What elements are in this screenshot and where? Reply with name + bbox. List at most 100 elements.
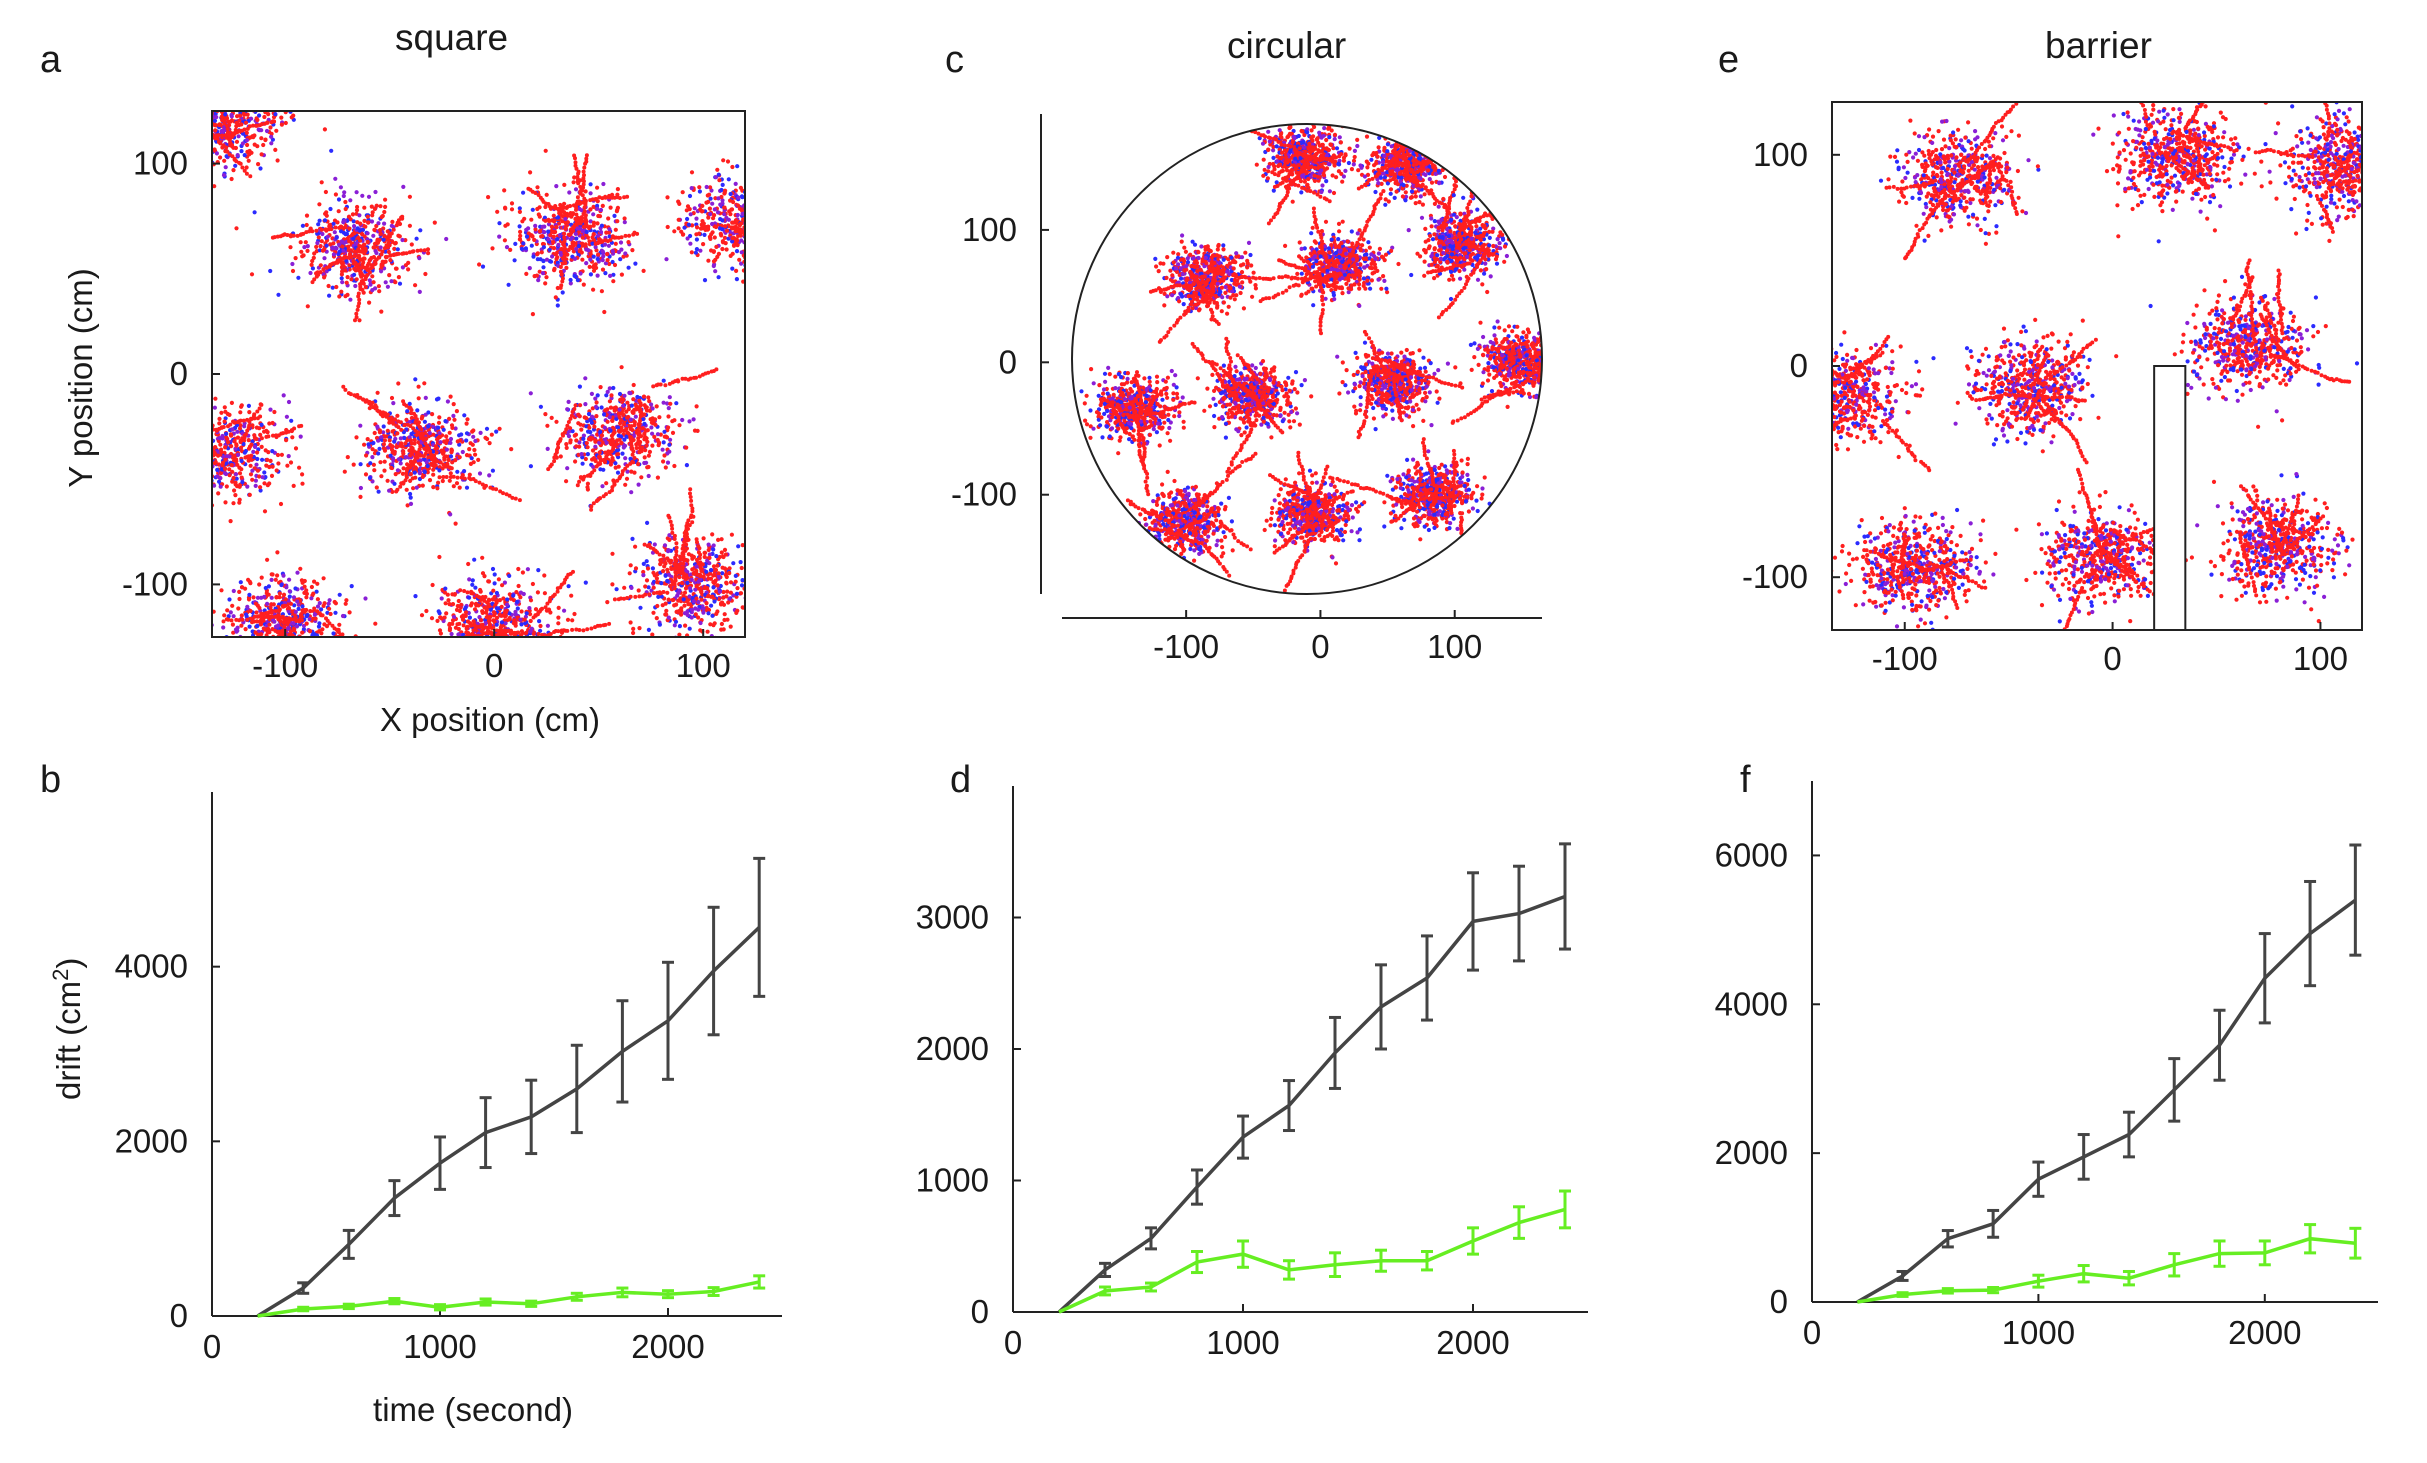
y-tick-label-a: 100 — [133, 145, 188, 182]
cluster-e-7 — [2014, 467, 2214, 630]
error-bar-green-f — [2168, 1252, 2181, 1278]
error-bar-dark-f — [2168, 1057, 2181, 1123]
error-bar-green-b — [616, 1286, 629, 1299]
error-bar-green-d — [1283, 1259, 1295, 1281]
error-bar-green-f — [1896, 1291, 1909, 1298]
error-bar-dark-d — [1099, 1261, 1111, 1278]
y-axis-label-position: Y position (cm) — [62, 268, 99, 487]
panel-letter-a: a — [40, 39, 62, 81]
error-bar-green-b — [525, 1299, 538, 1308]
y-tick-label-c: 0 — [999, 343, 1017, 380]
error-bar-green-f — [2304, 1223, 2317, 1255]
scatter-points-a — [212, 111, 745, 637]
error-bar-dark-f — [2349, 843, 2362, 957]
y-tick-label-a: -100 — [122, 565, 188, 602]
series-line-dark-f — [1856, 898, 2357, 1304]
x-tick-label-f: 1000 — [2002, 1314, 2075, 1351]
error-bar-green-f — [1941, 1287, 1954, 1295]
error-bar-dark-b — [434, 1135, 446, 1191]
error-bar-dark-b — [388, 1179, 401, 1218]
cluster-a-9 — [605, 487, 745, 637]
cluster-c-7 — [1450, 319, 1542, 425]
error-bar-dark-b — [616, 999, 629, 1104]
cluster-a-4 — [212, 393, 305, 555]
error-bar-green-d — [1513, 1205, 1525, 1240]
x-tick-label-c: 100 — [1427, 628, 1482, 665]
cluster-e-1 — [2091, 102, 2268, 244]
x-tick-label-c: 0 — [1311, 628, 1329, 665]
x-tick-label-c: -100 — [1153, 628, 1219, 665]
error-bar-green-d — [1559, 1189, 1571, 1230]
error-bar-dark-d — [1283, 1079, 1295, 1133]
x-axis-label-position: X position (cm) — [380, 701, 600, 738]
error-bar-green-b — [434, 1303, 446, 1312]
series-line-green-b — [257, 1280, 760, 1318]
cluster-e-0 — [1878, 102, 2041, 261]
series-line-green-d — [1058, 1207, 1566, 1314]
y-tick-label-d: 1000 — [916, 1162, 989, 1199]
error-bar-green-b — [297, 1305, 310, 1313]
x-tick-label-d: 1000 — [1206, 1324, 1279, 1361]
error-bar-green-f — [2349, 1226, 2362, 1260]
error-bar-dark-d — [1191, 1168, 1203, 1206]
panel-title-circular: circular — [1227, 25, 1346, 66]
error-bar-green-d — [1145, 1281, 1157, 1293]
error-bar-dark-f — [1896, 1269, 1909, 1282]
error-bar-dark-b — [707, 905, 720, 1037]
y-tick-label-f: 2000 — [1715, 1134, 1788, 1171]
panel-title-square: square — [395, 17, 508, 58]
x-tick-label-e: 0 — [2103, 640, 2121, 677]
error-bar-green-d — [1191, 1250, 1203, 1275]
error-bar-green-d — [1467, 1226, 1479, 1256]
cluster-a-5 — [641, 158, 745, 284]
error-bar-dark-d — [1559, 842, 1571, 951]
cluster-c-5 — [1162, 336, 1314, 474]
line-chart-d: 0 1000 2000 0 1000 2000 3000 — [916, 786, 1588, 1361]
error-bar-dark-f — [2077, 1133, 2090, 1181]
cluster-c-3 — [1406, 156, 1523, 320]
error-bar-dark-d — [1237, 1114, 1249, 1160]
error-bar-dark-f — [1987, 1208, 2000, 1239]
y-tick-label-f: 0 — [1770, 1283, 1788, 1320]
cluster-e-8 — [2195, 472, 2355, 630]
cluster-c-9 — [1262, 450, 1387, 593]
error-bar-dark-b — [297, 1281, 310, 1295]
scatter-points-c — [1079, 124, 1542, 593]
cluster-c-6 — [1335, 329, 1465, 440]
x-tick-label-d: 0 — [1004, 1324, 1022, 1361]
y-tick-label-f: 6000 — [1715, 836, 1788, 873]
error-bar-dark-f — [2032, 1160, 2045, 1198]
error-bar-green-d — [1375, 1248, 1387, 1273]
panel-title-barrier: barrier — [2045, 25, 2152, 66]
panel-letter-f: f — [1740, 759, 1751, 801]
error-bar-dark-f — [2304, 879, 2317, 988]
y-tick-label-d: 2000 — [916, 1030, 989, 1067]
cluster-a-8 — [212, 557, 378, 637]
error-bar-dark-d — [1467, 871, 1479, 972]
x-tick-label-b: 0 — [203, 1328, 221, 1365]
cluster-e-2 — [2252, 102, 2362, 243]
error-bar-dark-b — [525, 1078, 538, 1156]
error-bar-green-d — [1099, 1285, 1111, 1297]
cluster-a-0 — [234, 176, 449, 323]
error-bar-green-d — [1421, 1250, 1433, 1272]
error-bar-dark-d — [1145, 1226, 1157, 1251]
line-chart-f: 0 1000 2000 0 2000 4000 6000 — [1715, 781, 2378, 1351]
error-bar-green-f — [2077, 1264, 2090, 1284]
cluster-a-1 — [477, 148, 640, 317]
line-chart-b: 0 1000 2000 0 2000 4000 — [115, 792, 782, 1365]
scatter-a: -100 0 100 -100 0 100 — [122, 110, 746, 684]
y-tick-label-b: 0 — [170, 1297, 188, 1334]
error-bar-green-b — [707, 1286, 720, 1297]
arena-boundary-circle — [1071, 123, 1543, 595]
error-bar-dark-b — [570, 1043, 583, 1135]
y-tick-label-e: -100 — [1742, 558, 1808, 595]
x-tick-label-b: 2000 — [631, 1328, 704, 1365]
y-tick-label-f: 4000 — [1715, 985, 1788, 1022]
x-tick-label-e: -100 — [1872, 640, 1938, 677]
cluster-c-1 — [1148, 233, 1308, 344]
x-tick-label-a: 100 — [676, 647, 731, 684]
error-bar-dark-d — [1329, 1015, 1341, 1090]
series-line-green-f — [1857, 1236, 2356, 1304]
panel-letter-d: d — [950, 759, 971, 801]
